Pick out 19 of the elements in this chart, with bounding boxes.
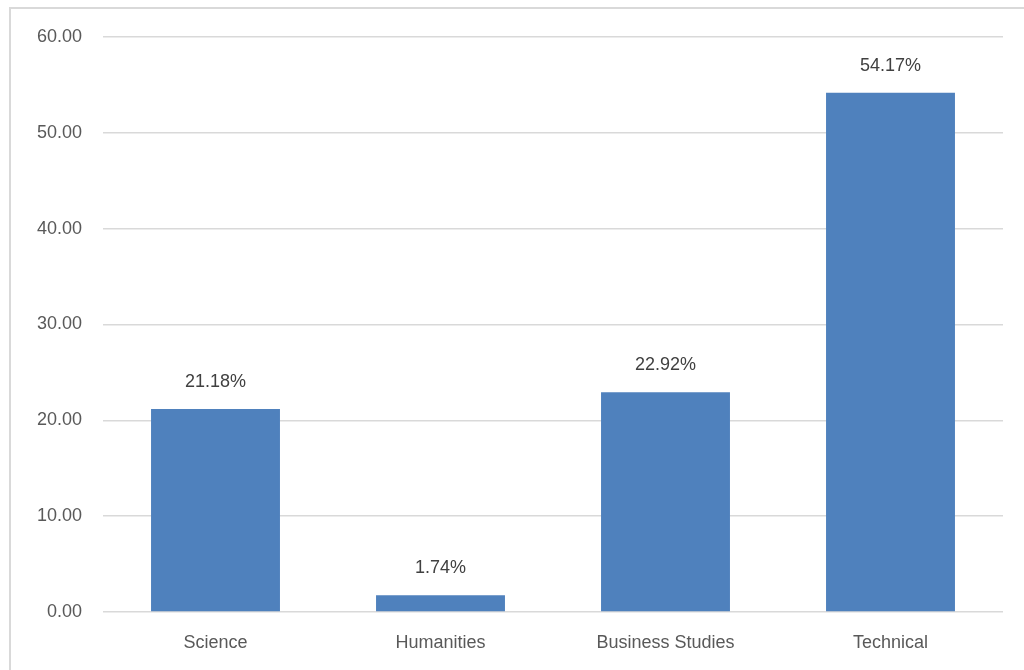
bar	[601, 392, 730, 612]
data-label: 21.18%	[184, 370, 247, 391]
x-tick-label: Technical	[852, 631, 929, 652]
data-label: 1.74%	[414, 557, 467, 578]
y-tick-label: 40.00	[36, 217, 82, 238]
y-tick-label: 50.00	[36, 121, 82, 142]
data-label: 22.92%	[634, 354, 697, 375]
bar	[826, 92, 955, 612]
bar	[376, 595, 505, 612]
y-tick-label: 10.00	[36, 505, 82, 526]
data-label: 54.17%	[859, 54, 922, 75]
x-tick-label: Humanities	[395, 631, 486, 652]
y-tick-label: 30.00	[36, 313, 82, 334]
x-tick-label: Science	[183, 631, 248, 652]
y-tick-label: 60.00	[36, 25, 82, 46]
bar	[151, 409, 280, 612]
x-tick-label: Business Studies	[596, 631, 735, 652]
y-tick-label: 0.00	[46, 600, 82, 621]
y-tick-label: 20.00	[36, 409, 82, 430]
